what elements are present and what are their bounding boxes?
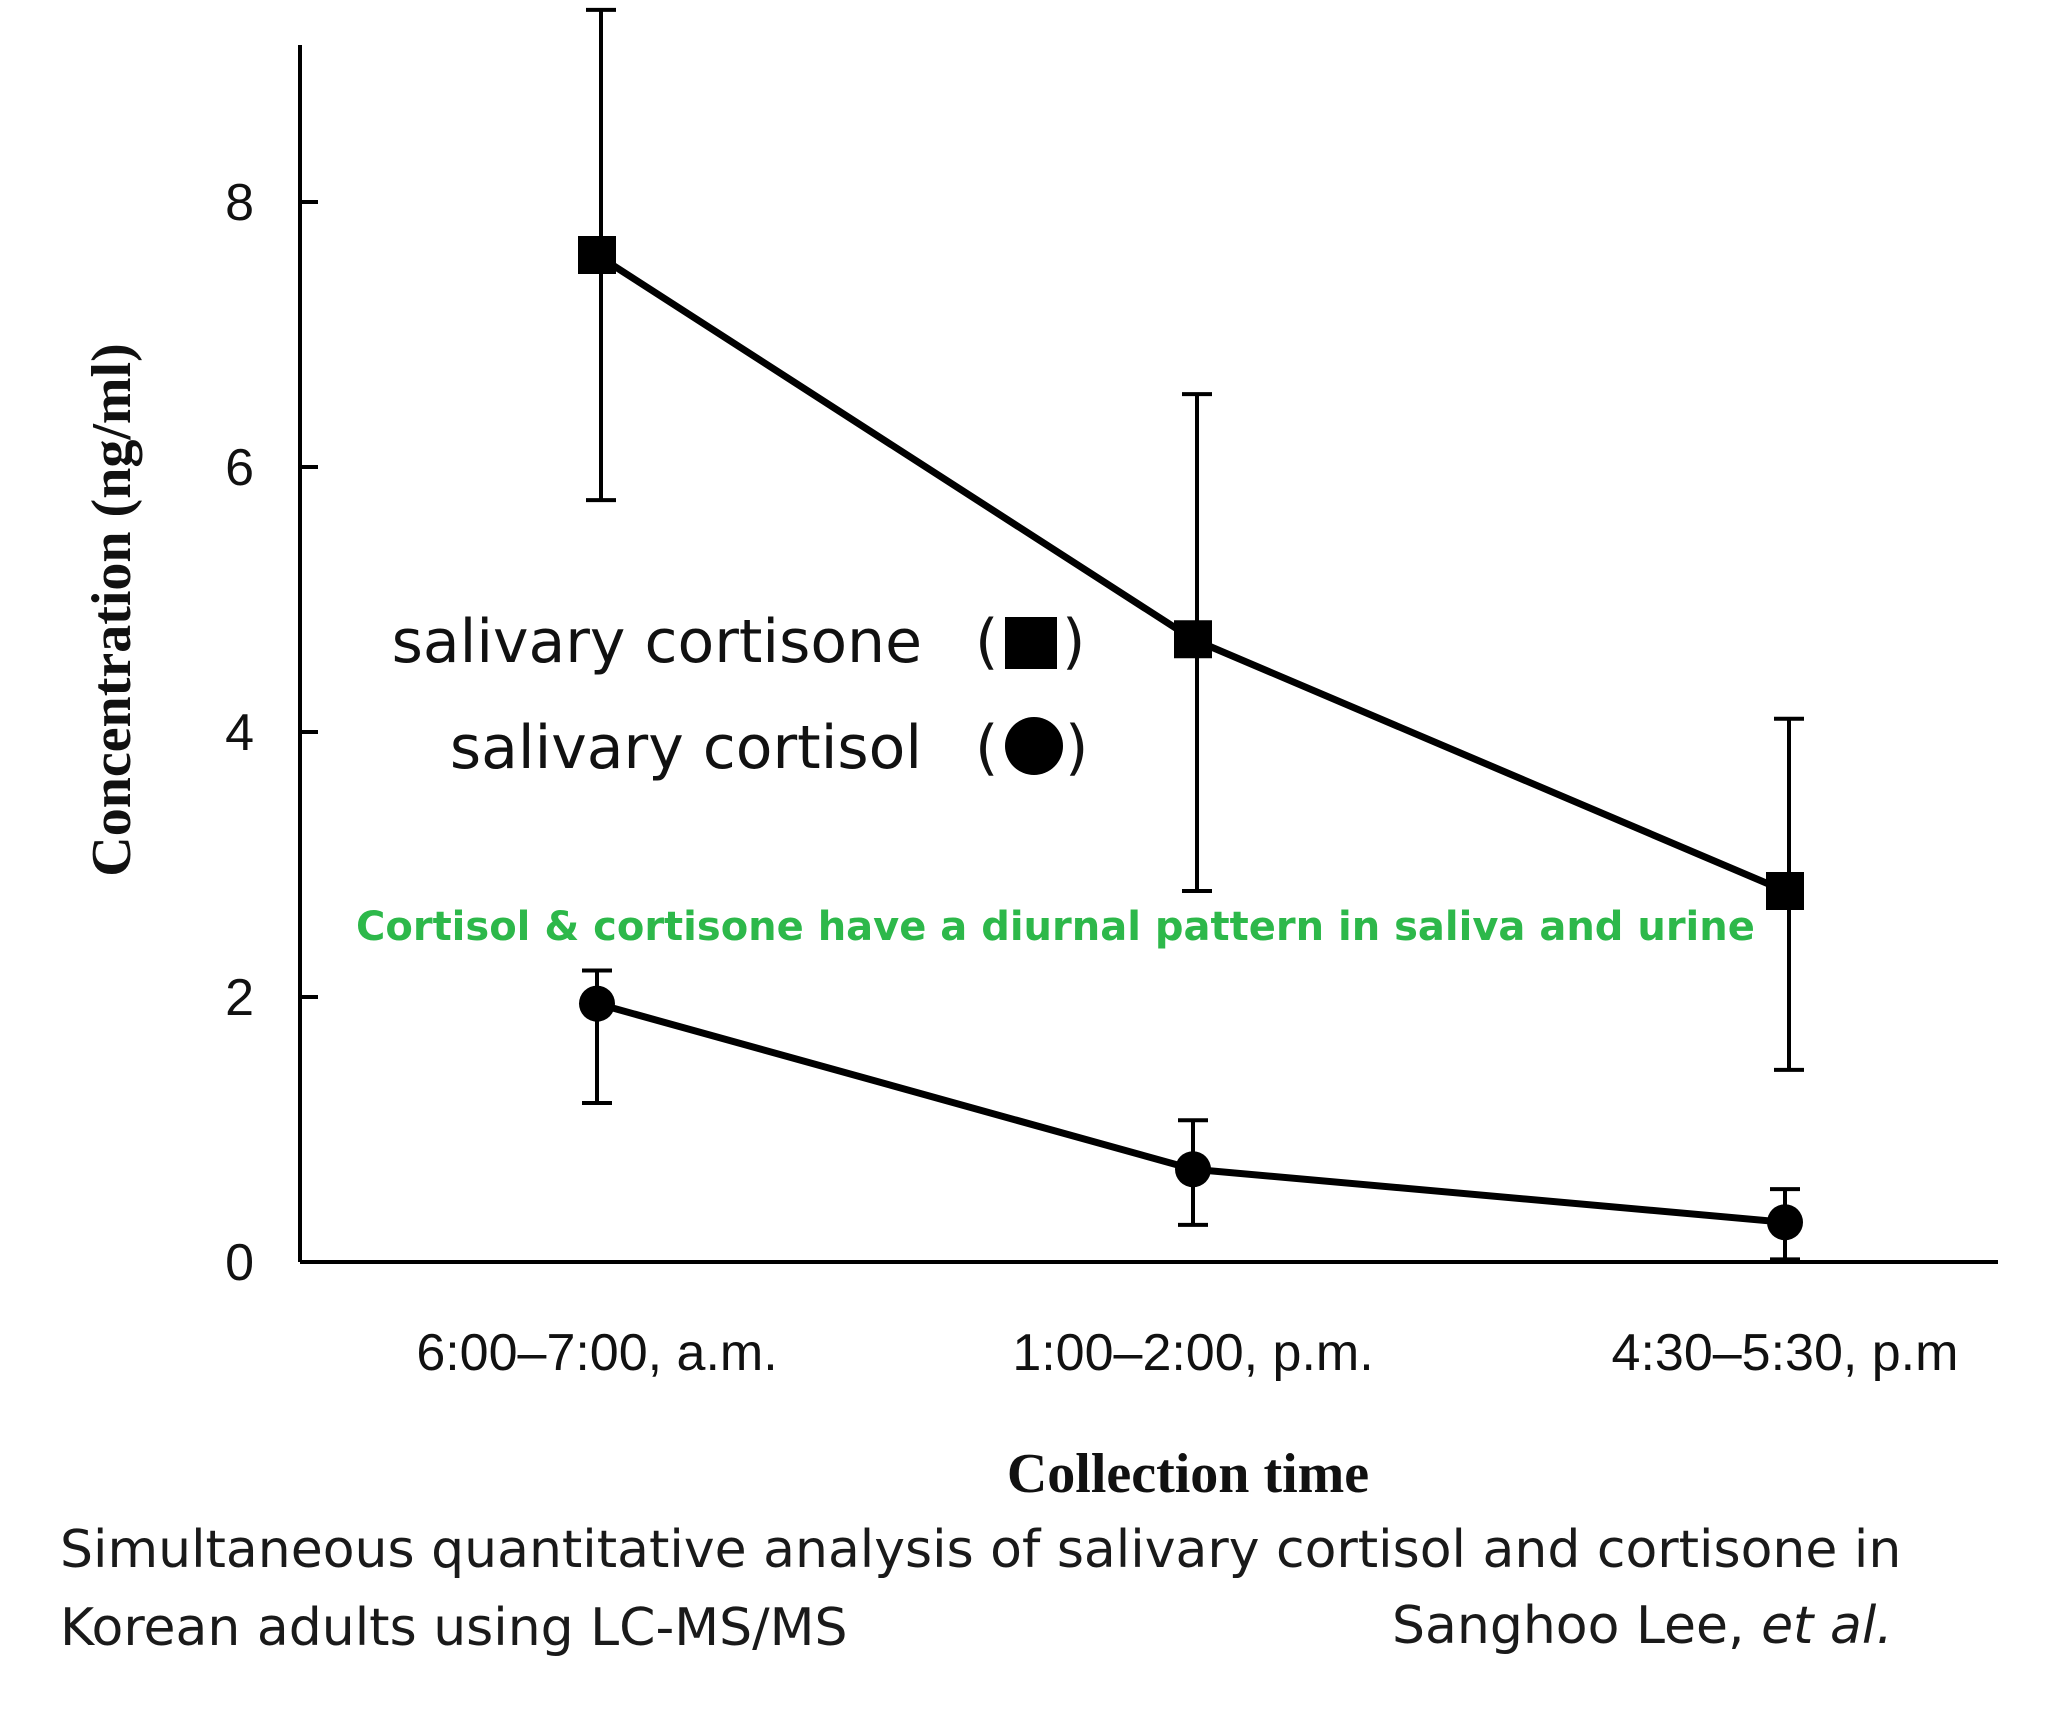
x-tick-label-0: 6:00–7:00, a.m.	[416, 1324, 777, 1382]
legend-paren-close-cortisone: )	[1062, 607, 1085, 677]
marker-cortisol-0	[579, 985, 615, 1022]
marker-cortisol-2	[1767, 1204, 1803, 1241]
x-tick-label-1: 1:00–2:00, p.m.	[1012, 1324, 1373, 1382]
x-tick-label-2: 4:30–5:30, p.m	[1612, 1324, 1959, 1382]
legend: salivary cortisone ( ) salivary cortisol…	[392, 607, 1089, 783]
y-tick-label-2: 2	[225, 969, 254, 1027]
marker-cortisone-1	[1174, 620, 1212, 659]
y-tick-label-6: 6	[225, 439, 254, 497]
y-ticks: 0 2 4 6 8	[225, 174, 318, 1292]
y-tick-label-0: 0	[225, 1234, 254, 1292]
legend-label-cortisone: salivary cortisone	[392, 607, 922, 677]
x-axis-title: Collection time	[1007, 1443, 1369, 1500]
caption-line-1: Simultaneous quantitative analysis of sa…	[60, 1520, 1902, 1580]
caption-line-2: Korean adults using LC-MS/MS	[60, 1598, 848, 1658]
chart: 0 2 4 6 8 6:00–7:00, a.m. 1:00–2:00, p.m. 4:30…	[81, 7, 1998, 1500]
legend-paren-open-cortisone: (	[975, 607, 998, 677]
marker-cortisone-2	[1766, 872, 1804, 910]
legend-square-marker	[1005, 617, 1057, 669]
y-tick-label-8: 8	[225, 174, 254, 232]
legend-circle-marker	[1005, 717, 1063, 775]
marker-cortisol-1	[1175, 1151, 1211, 1188]
y-tick-label-4: 4	[225, 704, 254, 762]
data-markers	[578, 236, 1804, 1241]
caption-author-name: Sanghoo Lee,	[1392, 1596, 1745, 1656]
series-line-cortisone	[595, 252, 1787, 895]
caption-author: Sanghoo Lee, et al.	[1392, 1596, 1893, 1656]
marker-cortisone-0	[578, 236, 616, 274]
x-ticks: 6:00–7:00, a.m. 1:00–2:00, p.m. 4:30–5:30,…	[416, 1324, 1958, 1382]
caption-author-suffix: et al.	[1761, 1596, 1893, 1656]
legend-paren-close-cortisol: )	[1065, 713, 1088, 783]
annotation-text: Cortisol & cortisone have a diurnal patt…	[356, 904, 1755, 950]
y-axis-title: Concentration (ng/ml)	[81, 343, 143, 877]
legend-paren-open-cortisol: (	[975, 713, 998, 783]
legend-label-cortisol: salivary cortisol	[450, 713, 922, 783]
